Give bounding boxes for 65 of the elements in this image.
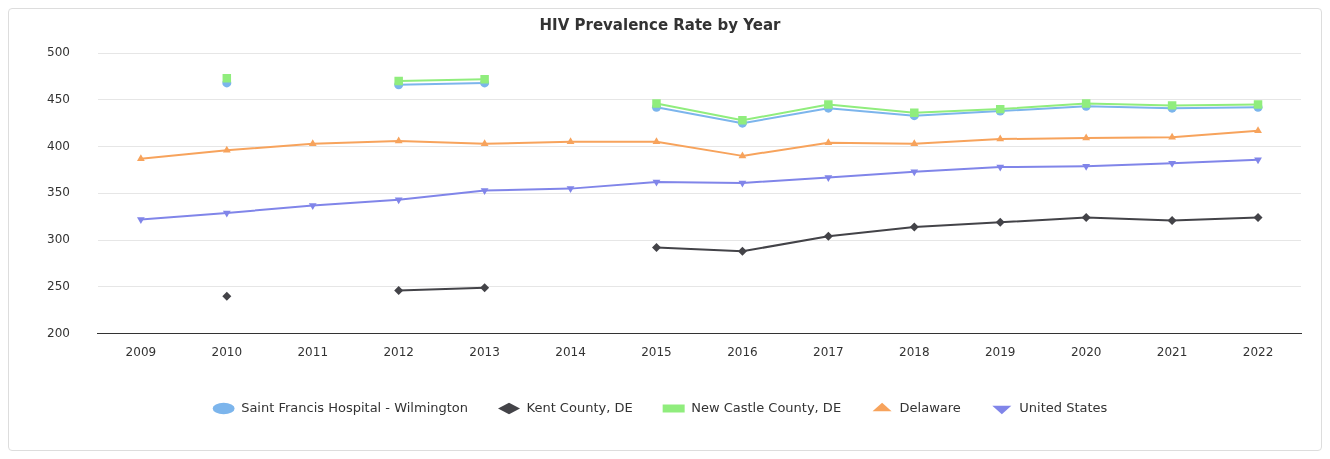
y-tick-label: 450	[47, 91, 70, 106]
point	[480, 188, 489, 195]
point	[136, 217, 145, 224]
legend-label: United States	[1019, 399, 1108, 415]
point	[1082, 133, 1091, 141]
point	[909, 222, 919, 232]
y-tick-label: 200	[47, 325, 70, 340]
point	[222, 145, 231, 153]
x-tick-label: 2012	[383, 344, 414, 359]
x-tick-label: 2009	[125, 344, 157, 359]
x-tick-label: 2021	[1156, 344, 1188, 359]
x-tick-label: 2017	[813, 344, 844, 359]
legend-label: New Castle County, DE	[691, 399, 842, 415]
y-tick-label: 350	[47, 185, 70, 200]
point	[1082, 163, 1091, 171]
point	[995, 217, 1005, 227]
point	[308, 139, 317, 146]
point	[394, 286, 404, 296]
point	[480, 283, 490, 293]
point	[910, 139, 919, 146]
legend-label: Saint Francis Hospital - Wilmington	[241, 399, 469, 415]
point	[480, 139, 489, 146]
legend-label: Kent County, DE	[526, 399, 633, 415]
x-tick-label: 2022	[1242, 344, 1274, 359]
point	[652, 179, 661, 187]
point	[651, 243, 661, 253]
x-tick-label: 2019	[984, 344, 1016, 359]
y-tick-label: 250	[47, 278, 70, 293]
x-tick-label: 2011	[297, 344, 329, 359]
point	[824, 100, 833, 109]
x-tick-label: 2018	[899, 344, 930, 359]
x-tick-label: 2016	[727, 344, 758, 359]
x-tick-label: 2013	[469, 344, 500, 359]
point	[394, 76, 403, 86]
point	[996, 164, 1005, 172]
point	[824, 175, 833, 182]
y-tick-label: 500	[47, 45, 70, 60]
point	[1168, 161, 1176, 168]
point	[136, 154, 145, 161]
point	[566, 137, 575, 145]
y-tick-label: 300	[47, 232, 70, 247]
point	[738, 151, 747, 159]
x-tick-label: 2014	[555, 344, 586, 359]
point	[1254, 157, 1262, 165]
point	[737, 246, 747, 256]
point	[1167, 215, 1177, 225]
x-tick-label: 2015	[641, 344, 672, 359]
point	[824, 138, 833, 146]
point	[1253, 213, 1263, 223]
point	[566, 186, 575, 194]
legend-label: Delaware	[899, 399, 961, 415]
x-tick-label: 2020	[1070, 344, 1102, 359]
point	[1254, 126, 1262, 133]
chart-title: HIV Prevalence Rate by Year	[539, 15, 782, 34]
x-tick-label: 2010	[211, 344, 243, 359]
point	[823, 231, 833, 241]
point	[480, 74, 489, 84]
point	[222, 291, 232, 301]
point	[652, 99, 661, 108]
point	[1081, 213, 1091, 223]
point	[308, 203, 317, 210]
point	[394, 136, 403, 144]
point	[738, 180, 747, 188]
y-tick-label: 400	[47, 138, 70, 153]
point	[652, 137, 661, 145]
